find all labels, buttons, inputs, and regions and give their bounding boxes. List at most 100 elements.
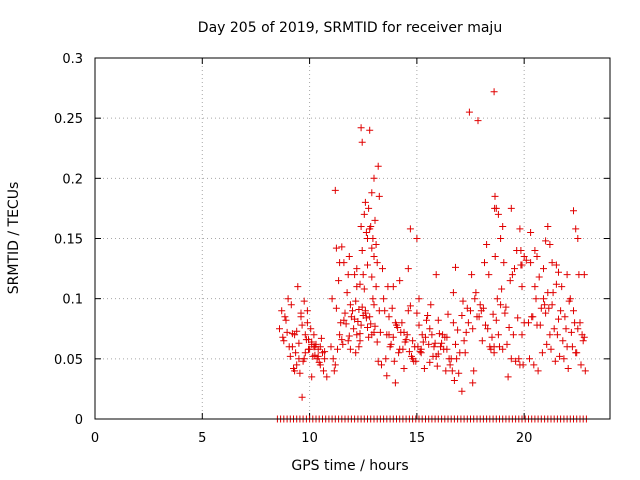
data-point bbox=[502, 303, 510, 311]
data-point bbox=[278, 307, 286, 315]
data-point bbox=[552, 261, 560, 269]
data-point bbox=[293, 361, 301, 369]
data-point bbox=[444, 310, 452, 318]
data-point bbox=[323, 373, 331, 381]
data-point bbox=[288, 343, 296, 351]
data-point bbox=[376, 328, 384, 336]
y-tick-label: 0 bbox=[75, 413, 83, 428]
data-point bbox=[364, 324, 371, 331]
data-point bbox=[357, 321, 365, 329]
data-point bbox=[356, 330, 364, 338]
data-point bbox=[499, 223, 507, 230]
data-point bbox=[474, 117, 482, 125]
data-point bbox=[368, 273, 376, 281]
data-point bbox=[342, 320, 350, 328]
data-point bbox=[577, 361, 585, 369]
data-point bbox=[301, 331, 309, 339]
data-point bbox=[490, 343, 498, 351]
data-point bbox=[438, 339, 446, 347]
data-point bbox=[531, 247, 539, 254]
data-point bbox=[336, 331, 344, 339]
data-point bbox=[503, 340, 511, 348]
data-point bbox=[434, 316, 442, 324]
data-point bbox=[315, 358, 323, 366]
data-point bbox=[563, 271, 571, 279]
data-point bbox=[406, 225, 414, 233]
data-point bbox=[298, 393, 306, 401]
data-point bbox=[361, 307, 369, 315]
data-point bbox=[579, 337, 587, 345]
data-point bbox=[478, 337, 486, 345]
data-point bbox=[403, 331, 411, 339]
data-point bbox=[359, 271, 367, 279]
data-point bbox=[339, 340, 347, 348]
data-point bbox=[331, 186, 339, 194]
data-point bbox=[476, 301, 484, 309]
data-point bbox=[401, 338, 409, 346]
data-point bbox=[555, 315, 562, 323]
plot-frame bbox=[94, 57, 611, 420]
data-point bbox=[358, 138, 366, 146]
data-point bbox=[362, 314, 370, 322]
data-point bbox=[443, 333, 451, 341]
data-point bbox=[282, 316, 290, 324]
data-point bbox=[298, 321, 306, 329]
data-point bbox=[557, 307, 565, 315]
data-point bbox=[321, 348, 329, 356]
data-point bbox=[396, 277, 404, 285]
data-point bbox=[405, 348, 413, 356]
data-point bbox=[544, 223, 552, 230]
data-point bbox=[417, 345, 425, 353]
data-point bbox=[367, 320, 375, 328]
data-point bbox=[526, 355, 533, 363]
data-point bbox=[413, 309, 421, 317]
data-point bbox=[548, 259, 556, 267]
data-point bbox=[426, 325, 434, 333]
data-point bbox=[427, 301, 435, 309]
data-point bbox=[458, 387, 466, 395]
data-point bbox=[506, 277, 514, 285]
y-tick-label: 0.2 bbox=[62, 172, 83, 187]
data-point bbox=[545, 304, 553, 312]
data-point bbox=[431, 339, 439, 347]
data-point bbox=[547, 345, 555, 353]
data-point bbox=[532, 295, 540, 303]
data-point bbox=[536, 321, 544, 329]
data-point bbox=[398, 319, 406, 327]
x-tick-label: 10 bbox=[301, 431, 318, 446]
data-point bbox=[535, 273, 543, 281]
data-point bbox=[546, 241, 554, 248]
y-tick-label: 0.1 bbox=[62, 293, 83, 308]
data-point bbox=[291, 331, 299, 339]
data-point bbox=[372, 283, 380, 291]
data-point bbox=[538, 349, 546, 357]
data-point bbox=[423, 316, 430, 324]
data-point bbox=[294, 283, 302, 291]
data-point bbox=[481, 259, 488, 267]
data-point bbox=[555, 268, 562, 276]
data-point bbox=[364, 235, 371, 242]
data-point bbox=[305, 336, 312, 344]
data-point bbox=[385, 331, 393, 339]
data-point bbox=[450, 377, 458, 384]
data-point bbox=[321, 355, 329, 363]
data-point bbox=[494, 210, 502, 218]
data-point bbox=[561, 313, 569, 321]
data-point bbox=[295, 339, 303, 347]
data-point bbox=[295, 355, 303, 363]
data-point bbox=[463, 304, 471, 312]
data-point bbox=[484, 325, 492, 333]
data-point bbox=[460, 337, 468, 345]
data-point bbox=[369, 295, 377, 303]
data-point bbox=[519, 361, 527, 369]
data-point bbox=[350, 325, 358, 333]
data-point bbox=[449, 289, 457, 297]
data-point bbox=[370, 253, 378, 260]
data-point bbox=[508, 271, 516, 279]
data-point bbox=[440, 345, 448, 353]
data-point bbox=[303, 307, 311, 315]
data-point bbox=[420, 365, 428, 372]
x-tick-label: 20 bbox=[516, 431, 533, 446]
data-point bbox=[341, 309, 349, 317]
data-point bbox=[276, 325, 283, 333]
